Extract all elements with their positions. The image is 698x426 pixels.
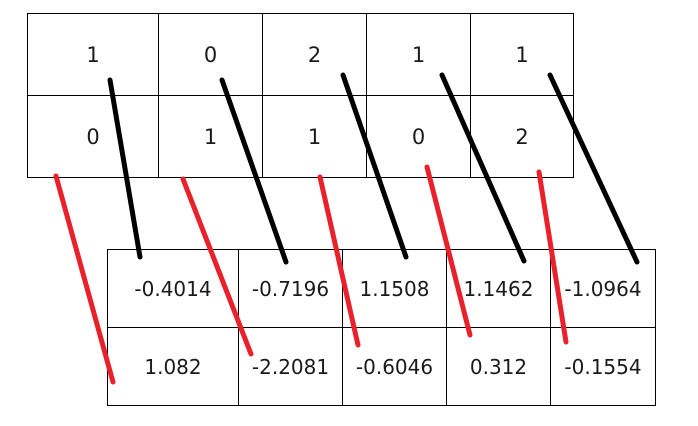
- bottom-cell: -0.4014: [107, 249, 239, 328]
- bottom-cell: 1.1462: [446, 249, 551, 328]
- top-cell: 1: [158, 95, 263, 178]
- top-cell: 1: [366, 13, 471, 96]
- bottom-cell: 0.312: [446, 327, 551, 406]
- top-cell: 2: [470, 95, 574, 178]
- top-cell: 0: [366, 95, 471, 178]
- bottom-cell: 1.1508: [342, 249, 447, 328]
- bottom-cell: -0.7196: [238, 249, 343, 328]
- top-grid: 1 0 2 1 1 0 1 1 0 2: [27, 13, 574, 178]
- bottom-cell: -0.1554: [550, 327, 656, 406]
- top-cell: 2: [262, 13, 367, 96]
- top-cell: 1: [262, 95, 367, 178]
- bottom-grid: -0.4014 -0.7196 1.1508 1.1462 -1.0964 1.…: [107, 249, 656, 406]
- top-cell: 1: [27, 13, 159, 96]
- top-cell: 1: [470, 13, 574, 96]
- top-cell: 0: [27, 95, 159, 178]
- table-row: -0.4014 -0.7196 1.1508 1.1462 -1.0964: [107, 249, 656, 328]
- table-row: 1 0 2 1 1: [27, 13, 574, 96]
- bottom-cell: -2.2081: [238, 327, 343, 406]
- table-row: 0 1 1 0 2: [27, 95, 574, 178]
- bottom-cell: 1.082: [107, 327, 239, 406]
- top-cell: 0: [158, 13, 263, 96]
- table-row: 1.082 -2.2081 -0.6046 0.312 -0.1554: [107, 327, 656, 406]
- bottom-cell: -0.6046: [342, 327, 447, 406]
- connector-line-row2: [53, 173, 116, 385]
- bottom-cell: -1.0964: [550, 249, 656, 328]
